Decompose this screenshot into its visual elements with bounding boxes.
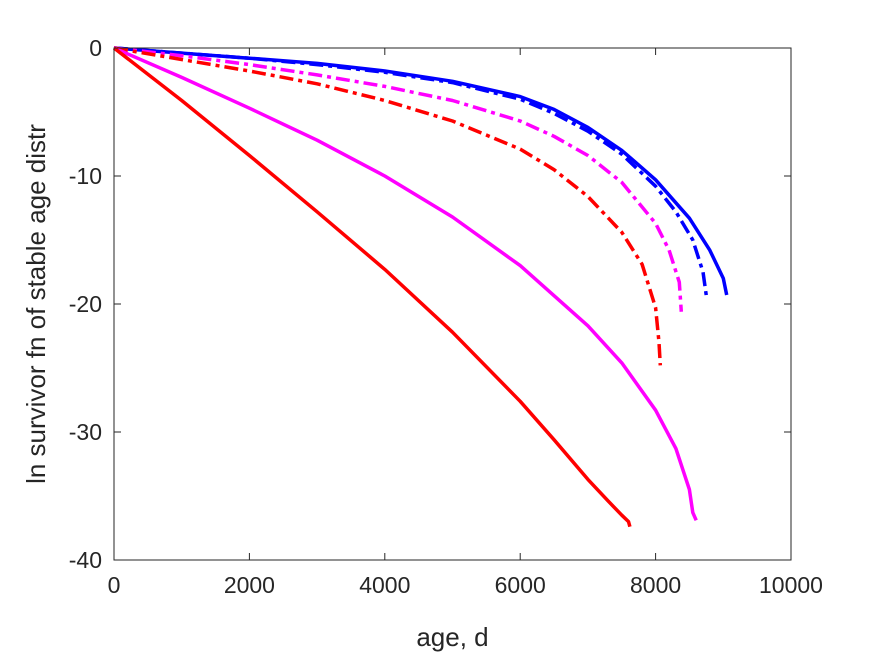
- y-tick-label: -40: [69, 547, 102, 573]
- series-layer: [112, 46, 729, 528]
- x-tick-label: 8000: [630, 572, 681, 598]
- x-tick-label: 2000: [224, 572, 275, 598]
- y-tick-label: -30: [69, 419, 102, 445]
- plot-area: [114, 48, 791, 560]
- x-tick-label: 6000: [495, 572, 546, 598]
- y-tick-label: -10: [69, 163, 102, 189]
- series-line-1: [113, 46, 729, 296]
- y-tick-label: 0: [89, 35, 102, 61]
- x-tick-label: 0: [108, 572, 121, 598]
- series-line-2: [113, 46, 709, 297]
- series-line-5: [113, 46, 698, 522]
- series-line-6: [112, 46, 632, 528]
- x-tick-label: 4000: [359, 572, 410, 598]
- series-line-3: [113, 46, 684, 312]
- x-ticks: 0 2000 4000 6000 8000 10000: [108, 48, 823, 598]
- y-tick-label: -20: [69, 291, 102, 317]
- x-axis-label: age, d: [416, 622, 488, 652]
- y-axis-label: ln survivor fn of stable age distr: [21, 124, 51, 484]
- y-ticks: 0 -10 -20 -30 -40: [69, 35, 791, 573]
- x-tick-label: 10000: [759, 572, 823, 598]
- axes-background: [114, 48, 791, 560]
- series-line-4: [113, 46, 663, 366]
